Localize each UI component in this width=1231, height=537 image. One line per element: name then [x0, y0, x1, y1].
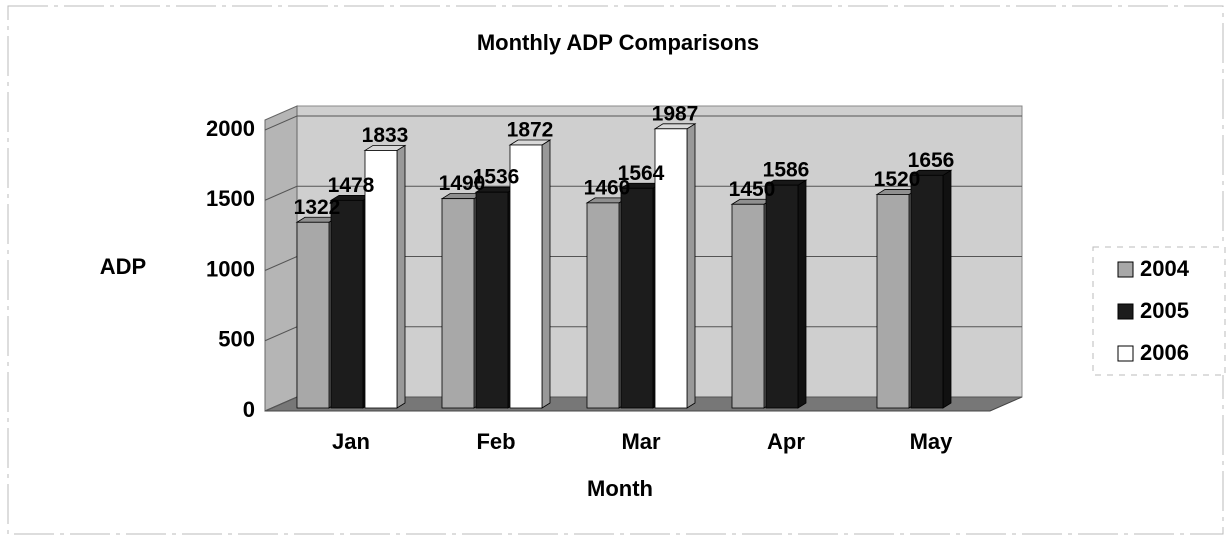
bar	[475, 191, 509, 409]
bar-side	[797, 179, 807, 409]
value-label: 1872	[507, 119, 554, 142]
y-tick-label: 1000	[206, 256, 255, 281]
x-tick-label: Apr	[767, 429, 805, 454]
x-tick-label: Mar	[621, 429, 661, 454]
bar	[586, 202, 620, 409]
legend-box	[1092, 246, 1226, 376]
bar-side	[396, 144, 406, 409]
value-label: 1536	[473, 166, 520, 189]
bar	[296, 221, 330, 409]
value-label: 1656	[908, 149, 955, 172]
bar	[364, 150, 398, 409]
x-tick-label: May	[910, 429, 954, 454]
legend-swatch	[1117, 261, 1134, 278]
bar	[876, 194, 910, 409]
y-tick-label: 1500	[206, 186, 255, 211]
x-tick-label: Jan	[332, 429, 370, 454]
bar-side	[541, 139, 551, 409]
bar	[509, 144, 543, 409]
bar-side	[686, 123, 696, 409]
bar	[330, 199, 364, 409]
y-tick-label: 0	[243, 397, 255, 422]
value-label: 1322	[294, 196, 341, 219]
bar	[910, 174, 944, 409]
legend-label: 2005	[1140, 298, 1189, 323]
value-label: 1564	[618, 162, 665, 185]
y-tick-label: 500	[218, 327, 255, 352]
value-label: 1586	[763, 159, 810, 182]
grid-line	[264, 115, 1022, 131]
legend-label: 2006	[1140, 340, 1189, 365]
y-tick-label: 2000	[206, 116, 255, 141]
chart-title: Monthly ADP Comparisons	[477, 30, 759, 55]
legend-label: 2004	[1140, 256, 1190, 281]
bar	[441, 198, 475, 409]
value-label: 1987	[652, 102, 699, 125]
value-label: 1450	[729, 178, 776, 201]
x-axis-label: Month	[587, 476, 653, 501]
x-tick-label: Feb	[476, 429, 515, 454]
legend-swatch	[1117, 303, 1134, 320]
value-label: 1490	[439, 172, 486, 195]
bar	[620, 187, 654, 409]
bar	[731, 203, 765, 409]
y-axis-label: ADP	[100, 254, 146, 279]
value-label: 1520	[874, 168, 921, 191]
legend-swatch	[1117, 345, 1134, 362]
bar-side	[942, 169, 952, 409]
bar	[765, 184, 799, 409]
value-label: 1460	[584, 176, 631, 199]
value-label: 1478	[328, 174, 375, 197]
value-label: 1833	[362, 124, 409, 147]
bar	[654, 128, 688, 409]
